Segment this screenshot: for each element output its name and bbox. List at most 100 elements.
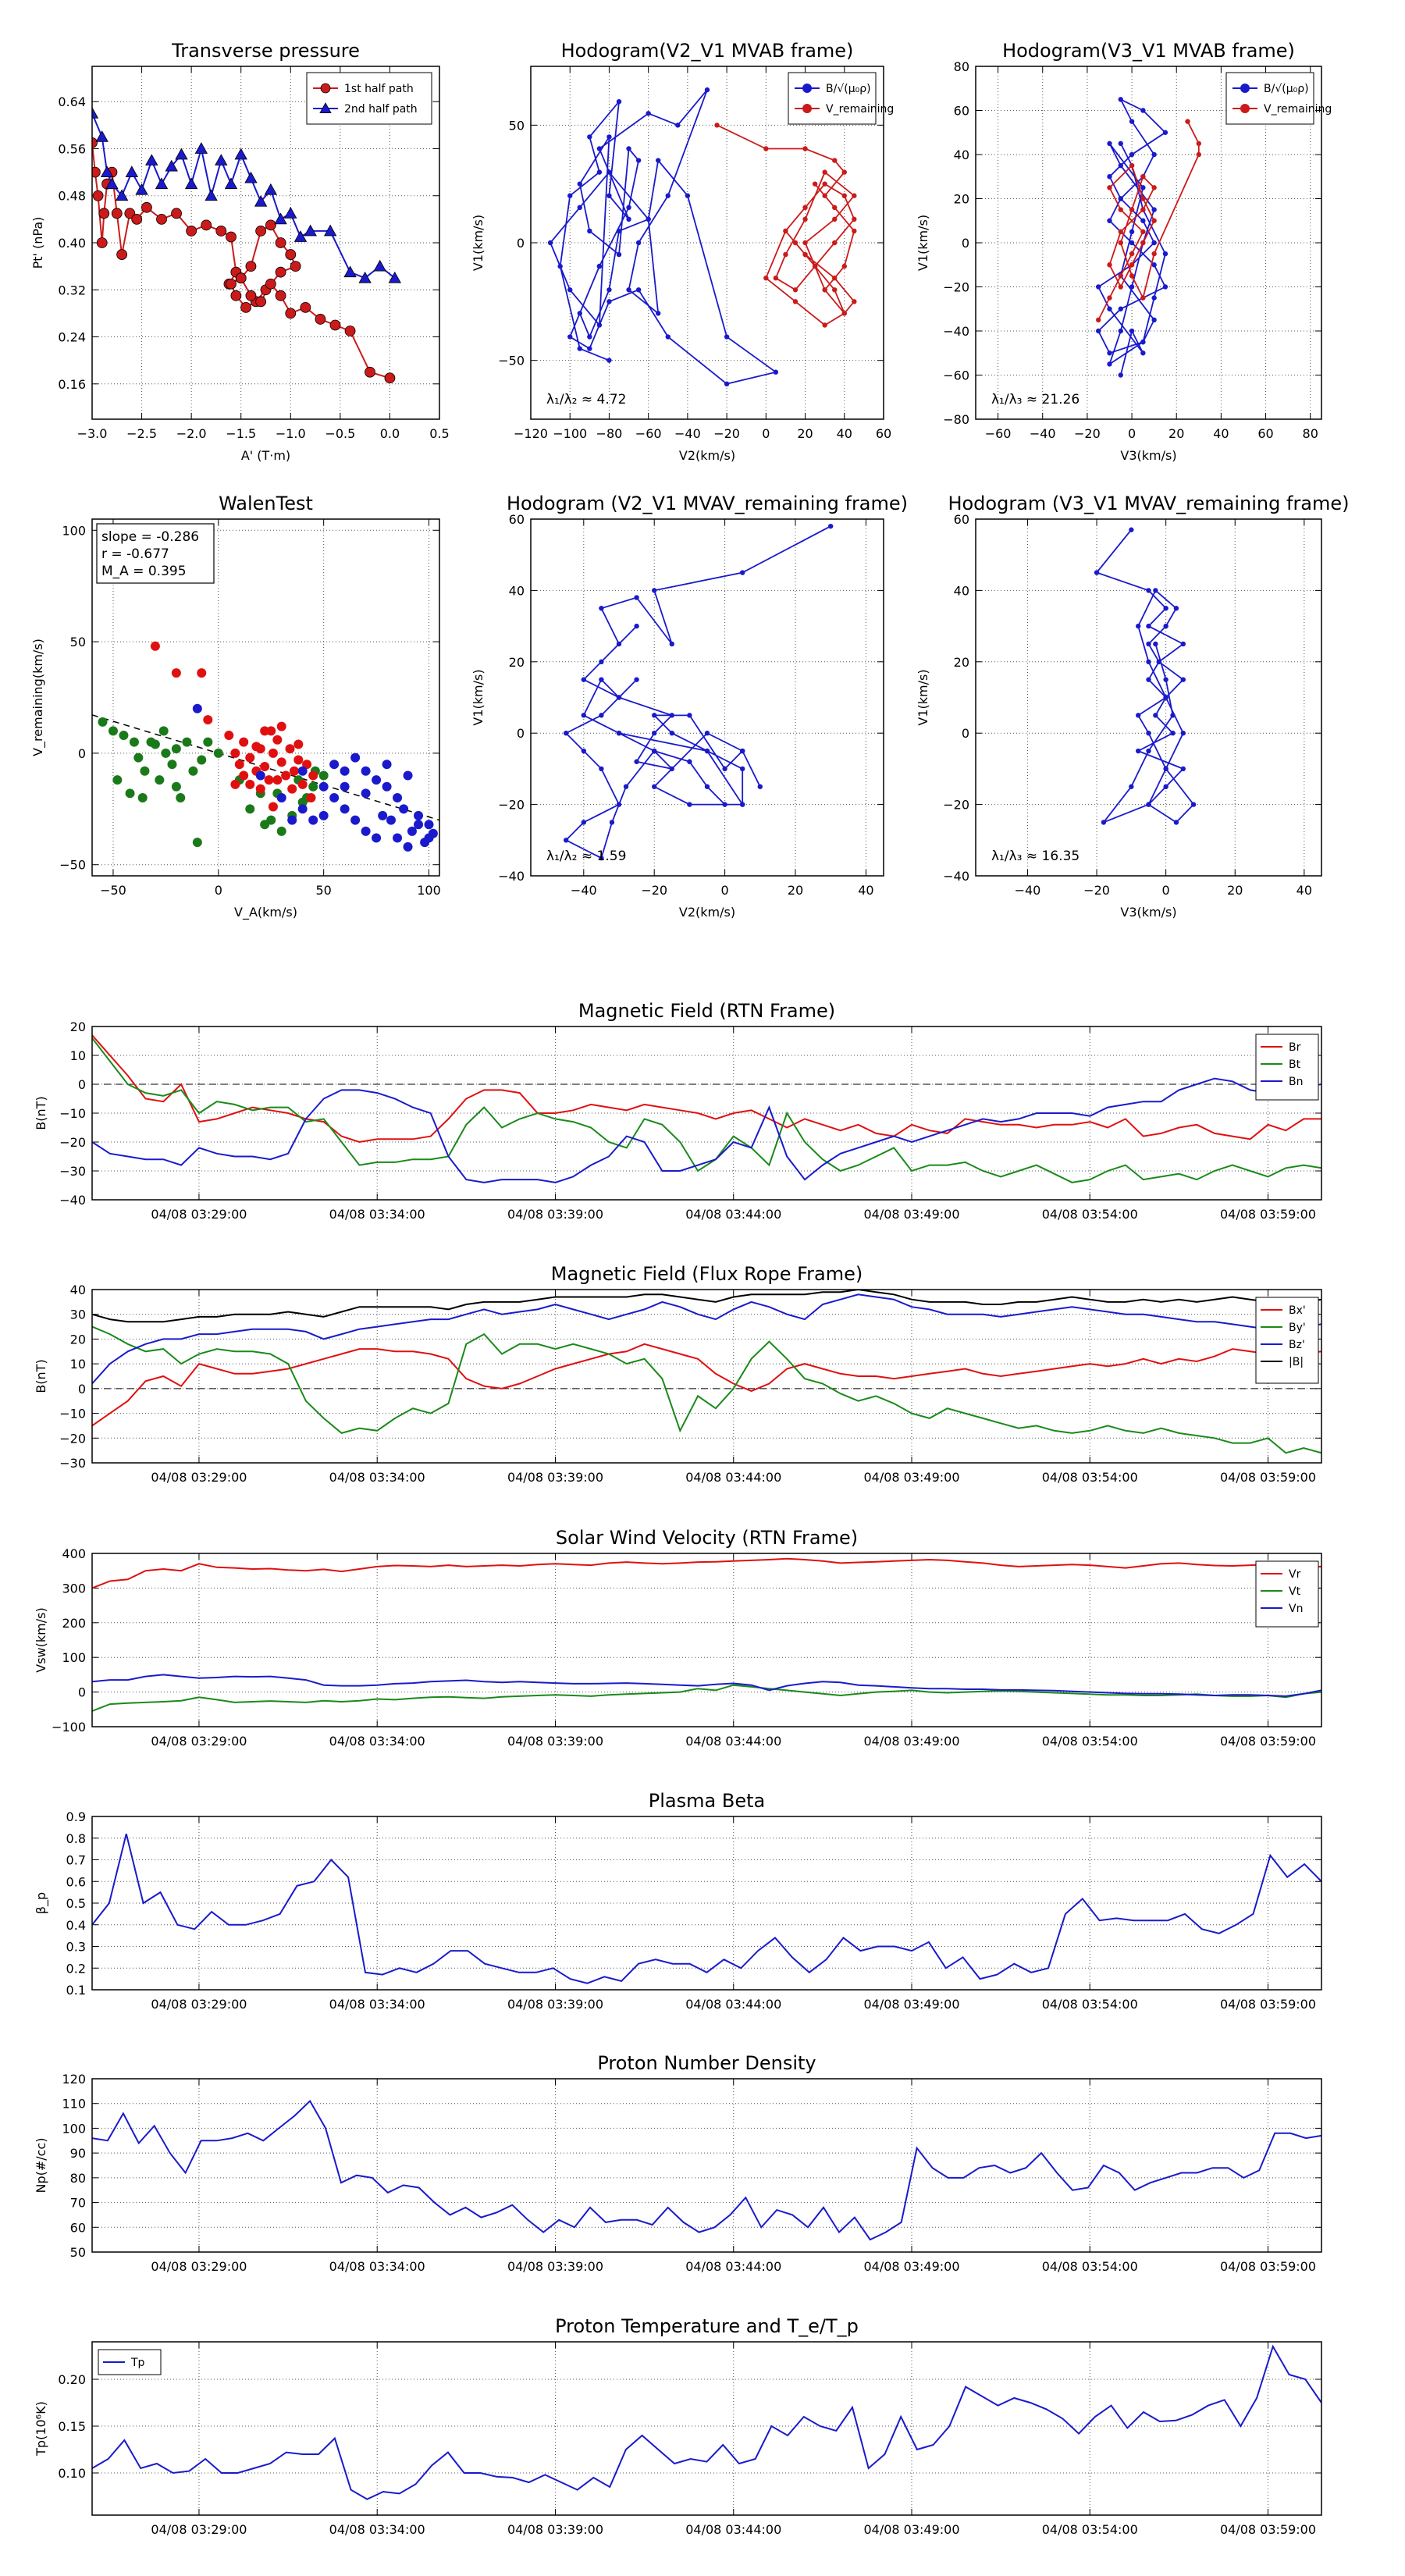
- chart-title: Solar Wind Velocity (RTN Frame): [556, 1527, 858, 1549]
- data-point: [230, 290, 242, 301]
- data-point: [802, 240, 808, 246]
- data-point: [587, 228, 592, 234]
- y-tick-label: −30: [59, 1456, 86, 1471]
- x-tick-label: 04/08 03:59:00: [1220, 2259, 1316, 2274]
- x-tick-label: 04/08 03:44:00: [685, 1997, 781, 2012]
- y-axis-label: B(nT): [34, 1359, 48, 1393]
- data-point: [606, 193, 612, 198]
- data-point: [740, 748, 745, 754]
- scatter-point-group3: [382, 781, 392, 792]
- data-point: [596, 322, 603, 328]
- data-point: [1140, 339, 1146, 345]
- chart-vsw: Solar Wind Velocity (RTN Frame) −100 0 100 2…: [34, 1527, 1322, 1749]
- data-point: [1140, 240, 1146, 246]
- scatter-point-group3: [403, 770, 413, 781]
- data-point: [1118, 229, 1123, 235]
- x-tick-label: −20: [1083, 883, 1110, 898]
- legend-label: Vr: [1289, 1568, 1301, 1581]
- x-axis-label: V2(km/s): [679, 448, 735, 463]
- data-point: [596, 263, 603, 269]
- y-tick-label: 0.15: [58, 2419, 86, 2434]
- scatter-point-group2: [203, 715, 213, 725]
- x-tick-label: −40: [571, 883, 597, 898]
- y-tick-label: 100: [62, 523, 86, 538]
- data-point: [1118, 372, 1123, 378]
- legend-label: Tp: [130, 2357, 145, 2369]
- data-point: [852, 216, 857, 222]
- scatter-point-group1: [133, 753, 144, 763]
- data-point: [599, 766, 604, 772]
- x-tick-label: 0: [1128, 426, 1136, 441]
- scatter-point-group1: [276, 826, 286, 836]
- plot-area: [92, 1557, 1321, 1712]
- scatter-point-group2: [293, 739, 304, 749]
- data-point: [96, 237, 108, 248]
- series-line-Vn: [92, 1674, 1321, 1697]
- data-point: [224, 177, 238, 190]
- data-point: [596, 169, 603, 175]
- y-tick-label: 0.10: [58, 2466, 86, 2481]
- x-tick-label: 04/08 03:59:00: [1220, 1207, 1316, 1222]
- y-axis-label: B(nT): [34, 1096, 48, 1130]
- x-tick-label: 40: [858, 883, 873, 898]
- data-point: [606, 287, 612, 293]
- chart-title: Proton Temperature and T_e/T_p: [555, 2315, 859, 2337]
- data-point: [722, 766, 727, 772]
- annotation-ratio: λ₁/λ₃ ≈ 16.35: [991, 849, 1080, 864]
- scatter-point-group2: [297, 779, 308, 789]
- y-tick-label: 0.8: [66, 1831, 86, 1846]
- stats-line: M_A = 0.395: [101, 564, 187, 579]
- data-point: [581, 748, 586, 754]
- chart-hodo3: Hodogram (V2_V1 MVAV_remaining frame) −40…: [471, 493, 908, 920]
- chart-density: Proton Number Density 50 60 70 80 90 100 110 120…: [34, 2052, 1322, 2274]
- data-point: [669, 731, 674, 736]
- plot-frame: [975, 518, 1322, 877]
- data-point: [822, 322, 827, 328]
- legend-label: V_remaining: [826, 103, 894, 116]
- scatter-point-group1: [137, 793, 148, 803]
- x-tick-label: 0.0: [380, 426, 400, 441]
- data-point: [635, 158, 642, 163]
- x-tick-label: 0: [215, 883, 222, 898]
- chart-mag_rtn: Magnetic Field (RTN Frame) −40 −30 −20 −10 0 1…: [34, 1000, 1322, 1222]
- x-tick-label: −40: [1015, 883, 1041, 898]
- data-point: [567, 193, 573, 198]
- data-point: [852, 228, 857, 234]
- plot-frame: [91, 2341, 1322, 2516]
- scatter-point-group1: [171, 781, 181, 792]
- scatter-point-group2: [245, 753, 255, 763]
- data-point: [652, 713, 657, 718]
- legend-label: 1st half path: [344, 83, 414, 95]
- data-point: [1107, 218, 1112, 223]
- data-point: [822, 181, 827, 187]
- y-tick-label: 0: [517, 236, 525, 251]
- data-point: [1107, 185, 1112, 190]
- x-tick-label: 04/08 03:29:00: [151, 1207, 247, 1222]
- data-point: [841, 311, 847, 316]
- scatter-point-group1: [140, 766, 150, 776]
- data-point: [1140, 229, 1146, 235]
- scatter-point-group2: [197, 668, 207, 678]
- data-point: [1095, 284, 1101, 290]
- chart-walen: WalenTest −50 0 50 100 −50 0 50 100 V_A(km/s) V_re…: [30, 493, 441, 920]
- data-point: [1107, 262, 1112, 268]
- legend-marker: [1240, 104, 1250, 113]
- scatter-point-group2: [272, 775, 283, 785]
- data-point: [1140, 218, 1146, 223]
- legend: Vr Vt Vn: [1255, 1560, 1319, 1628]
- data-point: [665, 193, 670, 198]
- series-line-Br: [92, 1034, 1321, 1144]
- data-point: [275, 290, 286, 301]
- scatter-point-group1: [167, 760, 177, 770]
- data-point: [704, 748, 710, 754]
- x-tick-label: −20: [641, 883, 667, 898]
- data-point: [323, 224, 337, 237]
- data-point: [1107, 295, 1112, 301]
- y-tick-label: 0: [78, 1382, 86, 1397]
- data-point: [285, 249, 297, 260]
- data-point: [388, 271, 401, 283]
- x-tick-label: 04/08 03:34:00: [329, 1997, 425, 2012]
- data-point: [1146, 588, 1151, 593]
